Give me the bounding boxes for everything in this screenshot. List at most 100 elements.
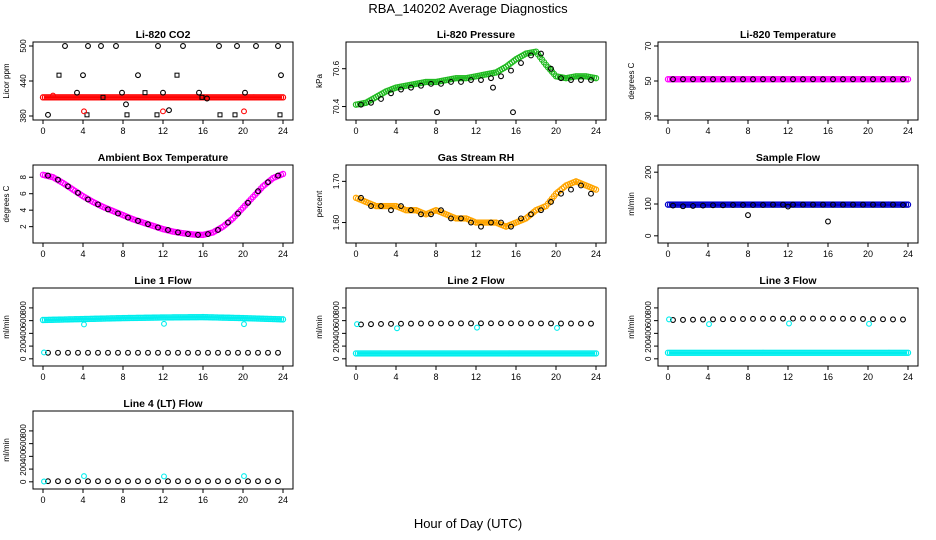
li820-temperature-point (862, 76, 870, 83)
line1-flow-point (85, 315, 93, 323)
li820-co2-point (211, 94, 219, 101)
li820-co2-point (155, 94, 163, 101)
line3-flow-xtick-label: 24 (903, 372, 913, 382)
line2-flow-point (368, 350, 376, 357)
li820-temperature-point (890, 76, 896, 83)
line2-flow-ytick-label: 800 (332, 301, 341, 315)
line4-flow-xtick-label: 20 (238, 495, 248, 505)
line3-flow-xtick-label: 8 (745, 372, 750, 382)
line1-flow-point (77, 315, 85, 323)
line3-flow-xtick-label: 20 (863, 372, 873, 382)
gas-stream-rh-title: Gas Stream RH (438, 152, 514, 164)
line1-flow-point (175, 314, 183, 321)
li820-pressure-xtick-label: 20 (551, 126, 561, 136)
li820-pressure-point (568, 77, 574, 84)
li820-co2-point (101, 94, 109, 101)
li820-temperature-ytick-label: 50 (644, 76, 653, 85)
line3-flow-point (772, 349, 780, 356)
li820-co2-point (217, 94, 225, 101)
sample-flow-point (825, 218, 831, 225)
li820-temperature-point (686, 76, 694, 83)
line1-flow-point (173, 314, 181, 321)
li820-co2-frame (32, 41, 294, 121)
line1-flow-point (177, 314, 185, 321)
li820-temperature-point (872, 76, 880, 83)
line3-flow-point (690, 316, 696, 323)
line2-flow-point (418, 320, 424, 327)
sample-flow-point (702, 201, 710, 208)
li820-co2-point (232, 112, 238, 118)
line1-flow-point (251, 315, 259, 322)
line2-flow-point (466, 350, 474, 357)
line2-flow-point (488, 320, 494, 327)
li820-temperature-point (746, 76, 754, 83)
line3-flow-point (756, 349, 764, 356)
line2-flow-point (492, 350, 500, 357)
li820-co2-point (251, 94, 259, 101)
line2-flow-point (548, 350, 556, 357)
line2-flow-point (368, 321, 374, 328)
line1-flow-point (69, 316, 77, 323)
li820-co2-point (87, 94, 95, 101)
line3-flow-point (726, 349, 734, 356)
li820-temperature-point (876, 76, 884, 83)
li820-temperature-point (676, 76, 684, 83)
line1-flow-point (45, 349, 51, 356)
line2-flow-point (554, 325, 560, 331)
li820-co2-xtick-label: 24 (278, 126, 288, 136)
line2-flow-point (478, 350, 486, 357)
line1-flow-point (155, 314, 163, 321)
ambient-box-temperature-xtick-label: 4 (80, 249, 85, 259)
sample-flow-point (866, 201, 874, 208)
line3-flow-point (890, 316, 896, 323)
line3-flow-ytick-label: 0 (644, 356, 653, 361)
line2-flow-point (354, 350, 362, 357)
line3-flow-point (760, 315, 766, 322)
gas-stream-rh-xtick-label: 0 (353, 249, 358, 259)
li820-pressure-point (558, 75, 564, 82)
line3-flow-point (774, 349, 782, 356)
line3-flow-point (818, 349, 826, 356)
li820-temperature-point (682, 76, 690, 83)
sample-flow-point (668, 201, 676, 208)
gas-stream-rh-xtick-label: 8 (433, 249, 438, 259)
li820-temperature-point (782, 76, 790, 83)
line1-flow-point (205, 314, 213, 321)
line3-flow-point (844, 349, 852, 356)
line1-flow-point (207, 314, 215, 321)
gas-stream-rh-point (474, 219, 482, 226)
li820-co2-point (207, 94, 215, 101)
line3-flow-point (880, 316, 886, 323)
li820-temperature-point (756, 76, 764, 83)
li820-co2-point (125, 94, 133, 101)
line3-flow-point (710, 349, 718, 356)
gas-stream-rh-point (488, 219, 494, 226)
gas-stream-rh-point (388, 202, 396, 210)
line3-flow-point (886, 349, 894, 356)
line3-flow-point (744, 349, 752, 356)
li820-pressure-point (578, 77, 584, 84)
line1-flow-point (201, 313, 209, 321)
li820-co2-point (115, 94, 123, 101)
line2-flow-point (578, 320, 584, 327)
li820-temperature-point (742, 76, 750, 83)
li820-temperature-point (822, 76, 830, 83)
line1-flow-title: Line 1 Flow (134, 275, 192, 287)
li820-co2-point (175, 94, 183, 101)
line3-flow-point (792, 349, 800, 356)
sample-flow-point (696, 201, 704, 208)
line3-flow-point (802, 349, 810, 356)
li820-co2-point (151, 94, 159, 101)
line3-flow-point (672, 349, 680, 356)
line2-flow-point (514, 350, 522, 357)
line3-flow-point (820, 349, 828, 356)
line3-flow-point (830, 315, 836, 322)
line2-flow-point (520, 350, 528, 357)
li820-co2-point (180, 43, 186, 49)
li820-co2-point (265, 94, 273, 101)
line2-flow-point (476, 350, 484, 357)
li820-pressure-panel: Li-820 Pressure kPa 0 4 8 12 16 20 24 70.4 70.6 (315, 29, 607, 136)
li820-temperature-point (706, 76, 714, 83)
li820-co2-xtick-label: 12 (158, 126, 168, 136)
line1-flow-point (75, 349, 81, 356)
